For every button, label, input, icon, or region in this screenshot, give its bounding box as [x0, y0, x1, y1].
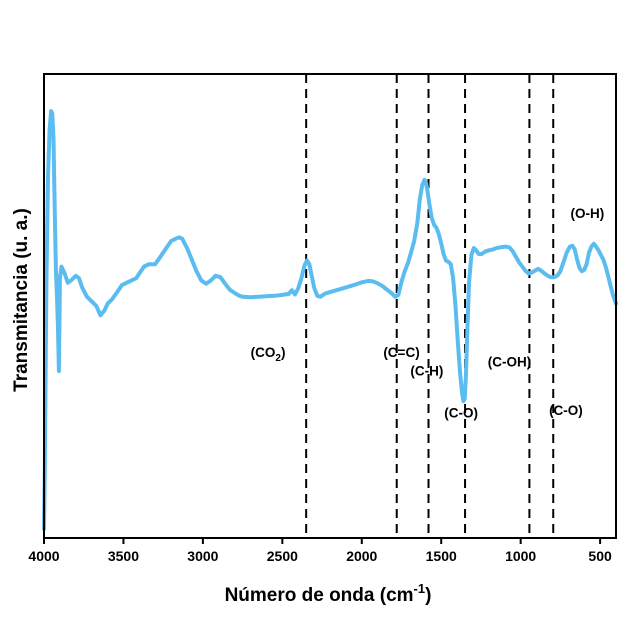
band-label: (CO2): [251, 345, 286, 364]
peak-annotation: (O-H): [571, 206, 605, 221]
x-tick-label: 500: [588, 548, 612, 564]
x-tick-label: 1500: [426, 548, 457, 564]
x-tick-label: 3000: [187, 548, 218, 564]
band-label: (C-O): [444, 405, 478, 420]
band-label: (C-OH): [488, 354, 532, 369]
y-axis-label: Transmitancia (u. a.): [11, 208, 32, 392]
band-label: (C-O): [549, 403, 583, 418]
spectrum-line: [42, 109, 618, 531]
plot-frame: [43, 73, 617, 539]
band-labels: (CO2) (C=C) (C-H) (C-O) (C-OH) (C-O): [251, 345, 583, 420]
x-tick-label: 1000: [505, 548, 536, 564]
x-tick-label: 3500: [108, 548, 139, 564]
annotations: (O-H): [571, 206, 605, 221]
x-axis-label: Número de onda (cm-1): [225, 581, 432, 606]
band-label: (C-H): [410, 364, 443, 379]
x-axis-ticks: 4000 3500 3000 2500 2000 1500 1000 500: [28, 538, 612, 564]
x-tick-label: 2500: [267, 548, 298, 564]
x-tick-label: 2000: [346, 548, 377, 564]
band-label: (C=C): [383, 345, 419, 360]
x-tick-label: 4000: [28, 548, 59, 564]
band-marker-lines: [305, 74, 555, 538]
